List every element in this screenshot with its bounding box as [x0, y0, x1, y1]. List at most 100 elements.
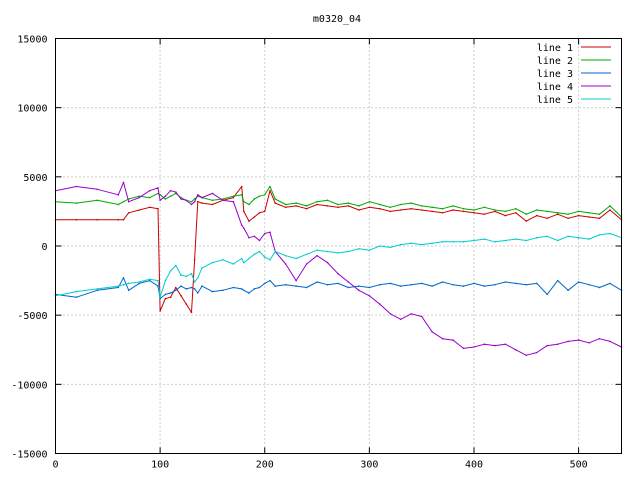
- data-point: [169, 195, 172, 197]
- data-point: [243, 289, 245, 292]
- data-point: [185, 288, 188, 290]
- x-tick-label: 500: [570, 460, 588, 471]
- data-point: [399, 209, 402, 211]
- legend-label: line 5: [537, 95, 573, 106]
- data-point: [269, 189, 271, 192]
- data-point: [157, 279, 159, 282]
- data-point: [138, 281, 140, 283]
- data-point: [222, 289, 224, 292]
- data-point: [117, 203, 120, 206]
- data-point: [175, 289, 177, 292]
- data-point: [515, 282, 517, 285]
- data-point: [410, 313, 413, 315]
- data-point: [269, 185, 271, 188]
- data-point: [316, 281, 318, 283]
- data-point: [243, 261, 245, 264]
- data-point: [75, 185, 78, 188]
- data-point: [494, 210, 496, 213]
- data-point: [253, 288, 256, 290]
- data-point: [263, 256, 266, 258]
- data-point: [347, 202, 350, 204]
- data-point: [197, 277, 199, 279]
- data-point: [190, 272, 193, 275]
- data-point: [75, 296, 78, 299]
- data-point: [577, 339, 580, 341]
- data-point: [358, 248, 360, 250]
- data-point: [515, 212, 517, 214]
- data-point: [410, 202, 413, 204]
- data-point: [441, 337, 444, 340]
- data-point: [284, 263, 287, 265]
- data-point: [222, 199, 224, 202]
- data-point: [389, 246, 392, 249]
- data-point: [598, 213, 601, 215]
- data-point: [305, 207, 308, 210]
- data-point: [148, 279, 151, 282]
- data-point: [379, 303, 381, 305]
- data-point: [185, 199, 188, 202]
- data-point: [546, 344, 548, 347]
- data-point: [253, 216, 256, 218]
- data-point: [284, 203, 287, 206]
- data-point: [337, 272, 339, 275]
- data-point: [567, 340, 569, 343]
- data-point: [536, 236, 538, 239]
- y-tick-label: -5000: [17, 311, 47, 322]
- data-point: [462, 210, 465, 213]
- data-point: [316, 249, 318, 251]
- data-point: [441, 241, 444, 243]
- data-point: [284, 254, 287, 257]
- data-point: [258, 212, 261, 214]
- data-point: [420, 209, 423, 211]
- data-point: [127, 282, 130, 285]
- data-point: [494, 344, 496, 347]
- data-point: [368, 249, 371, 251]
- data-point: [546, 210, 548, 213]
- data-point: [96, 188, 99, 191]
- data-point: [232, 263, 235, 265]
- data-point: [379, 283, 381, 286]
- data-point: [148, 206, 151, 209]
- data-point: [410, 283, 413, 286]
- data-point: [117, 194, 120, 196]
- series-line: [55, 233, 622, 298]
- legend-item: line 2: [537, 56, 611, 67]
- data-point: [462, 207, 465, 210]
- data-point: [180, 198, 182, 200]
- data-point: [185, 303, 188, 305]
- data-point: [232, 286, 235, 289]
- data-point: [546, 235, 548, 238]
- data-point: [431, 210, 433, 213]
- data-point: [295, 205, 297, 207]
- data-point: [138, 196, 140, 199]
- data-point: [211, 261, 214, 264]
- data-point: [473, 239, 475, 242]
- data-point: [347, 281, 350, 283]
- data-point: [138, 195, 140, 197]
- data-point: [159, 297, 161, 300]
- legend-item: line 3: [537, 69, 611, 80]
- data-point: [420, 282, 423, 285]
- data-point: [122, 200, 125, 203]
- data-point: [567, 217, 569, 220]
- chart-title: m0320_04: [313, 14, 361, 25]
- data-point: [96, 288, 99, 290]
- data-point: [240, 224, 243, 226]
- data-point: [75, 202, 78, 204]
- data-point: [240, 194, 243, 196]
- data-point: [96, 289, 99, 292]
- data-point: [197, 200, 199, 203]
- data-point: [389, 206, 392, 209]
- data-point: [598, 217, 601, 220]
- data-point: [269, 231, 271, 233]
- data-point: [263, 210, 266, 213]
- data-point: [122, 283, 125, 286]
- y-tick-label: -15000: [11, 450, 47, 461]
- data-point: [164, 279, 167, 282]
- data-point: [358, 209, 360, 211]
- data-point: [546, 293, 548, 296]
- data-point: [347, 286, 350, 289]
- legend-label: line 3: [537, 69, 573, 80]
- x-tick-label: 100: [151, 460, 169, 471]
- data-point: [337, 203, 339, 206]
